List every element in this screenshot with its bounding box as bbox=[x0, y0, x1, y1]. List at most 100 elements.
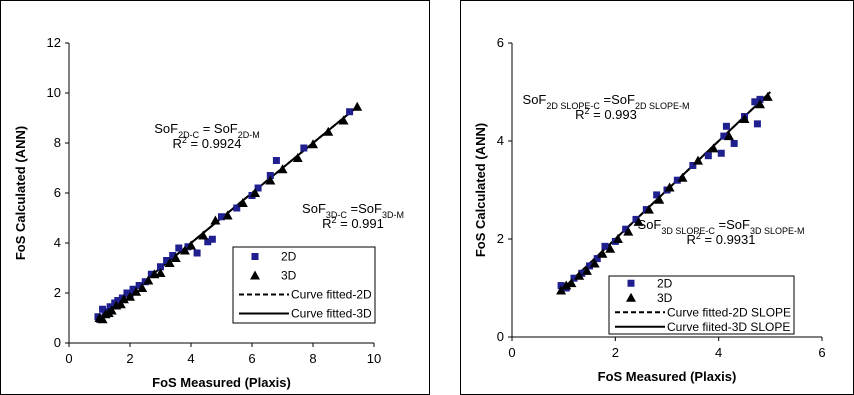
y-tick-label: 6 bbox=[497, 35, 504, 50]
data-point-3d bbox=[739, 113, 750, 123]
data-point-2d bbox=[689, 162, 697, 169]
data-point-2d bbox=[163, 257, 171, 264]
data-point-2d bbox=[673, 176, 681, 184]
data-point-3d bbox=[137, 283, 148, 292]
data-point-2d bbox=[129, 285, 137, 293]
y-tick-label: 0 bbox=[54, 335, 61, 350]
data-point-3d bbox=[566, 278, 577, 288]
data-point-3d bbox=[556, 285, 567, 295]
data-point-3d bbox=[597, 248, 608, 258]
data-point-2d bbox=[193, 249, 201, 257]
data-point-3d bbox=[97, 314, 108, 324]
data-point-3d bbox=[210, 215, 221, 225]
data-point-2d bbox=[753, 120, 761, 128]
data-point-2d bbox=[272, 157, 280, 164]
data-point-3d bbox=[237, 198, 248, 207]
chart-left-svg: 0 2 4 6 8 10 12 0 2 4 6 8 10 FoS Measured (Plaxis) FoS… bbox=[13, 35, 404, 390]
legend-box bbox=[608, 275, 795, 335]
data-point-2d bbox=[570, 274, 578, 282]
data-point-3d bbox=[708, 143, 719, 153]
data-point-3d bbox=[155, 268, 166, 277]
y-tick-label: 4 bbox=[54, 235, 61, 250]
data-point-3d bbox=[612, 234, 623, 243]
legend-marker-3d bbox=[626, 292, 636, 302]
x-tick-label: 4 bbox=[187, 351, 194, 366]
data-point-3d bbox=[115, 299, 126, 309]
data-point-3d bbox=[250, 188, 261, 197]
x-tick-label: 2 bbox=[126, 351, 133, 366]
y-tick-label: 4 bbox=[497, 133, 504, 148]
chart-right-svg: 0 2 4 6 0 2 4 6 FoS Measured (Plaxis) FoS Calcula… bbox=[473, 35, 826, 384]
data-point-2d bbox=[632, 215, 640, 223]
y-tick-label: 6 bbox=[54, 185, 61, 200]
data-point-3d bbox=[664, 182, 675, 192]
data-point-3d bbox=[561, 280, 572, 290]
data-point-3d bbox=[277, 164, 288, 174]
data-point-2d bbox=[704, 152, 712, 160]
data-point-3d bbox=[338, 115, 349, 125]
legend-marker-2d bbox=[627, 279, 635, 287]
data-point-2d bbox=[300, 144, 308, 152]
legend-label: Curve fiited-3D SLOPE bbox=[667, 320, 790, 334]
data-point-2d bbox=[653, 191, 661, 199]
y-tick-label: 2 bbox=[497, 231, 504, 246]
data-point-2d bbox=[346, 108, 354, 116]
chart-panel-left: 0 2 4 6 8 10 12 0 2 4 6 8 10 FoS Measured (Plaxis) FoS… bbox=[0, 0, 430, 395]
data-point-3d bbox=[623, 226, 634, 236]
data-point-2d bbox=[233, 204, 241, 212]
data-point-3d bbox=[118, 294, 129, 304]
legend-label: Curve fitted-2D bbox=[291, 288, 372, 302]
data-point-2d bbox=[586, 262, 593, 270]
data-point-3d bbox=[265, 175, 276, 185]
data-point-3d bbox=[762, 91, 773, 101]
data-point-2d bbox=[720, 132, 728, 140]
data-point-2d bbox=[169, 252, 177, 259]
data-point-2d bbox=[135, 282, 143, 289]
data-point-2d bbox=[157, 263, 164, 271]
data-point-3d bbox=[186, 240, 196, 250]
r-squared-annotation: R2 = 0.9924 bbox=[173, 135, 242, 151]
data-point-3d bbox=[755, 99, 765, 109]
data-point-2d bbox=[717, 149, 725, 157]
data-point-3d bbox=[106, 305, 117, 315]
equation-annotation: SoF3D SLOPE-C =SoF3D SLOPE-M bbox=[638, 217, 805, 236]
data-point-3d bbox=[292, 153, 303, 162]
data-point-2d bbox=[208, 235, 216, 243]
data-point-2d bbox=[254, 184, 262, 192]
equation-annotation: SoF2D-C = SoF2D-M bbox=[154, 121, 260, 140]
legend-label: 3D bbox=[657, 291, 673, 305]
data-point-2d bbox=[730, 139, 738, 147]
data-point-2d bbox=[204, 238, 212, 246]
legend-label: 2D bbox=[657, 276, 673, 290]
chart-panel-right: 0 2 4 6 0 2 4 6 FoS Measured (Plaxis) FoS Calcula… bbox=[460, 0, 854, 395]
x-tick-label: 2 bbox=[612, 345, 619, 360]
data-point-3d bbox=[308, 139, 318, 149]
data-point-3d bbox=[605, 243, 616, 253]
x-tick-label: 8 bbox=[309, 351, 316, 366]
legend-marker-3d bbox=[250, 270, 260, 280]
data-point-2d bbox=[578, 269, 586, 277]
data-point-3d bbox=[724, 131, 734, 141]
data-point-2d bbox=[622, 225, 630, 233]
data-point-3d bbox=[574, 270, 585, 280]
x-tick-label: 6 bbox=[818, 345, 825, 360]
y-tick-label: 10 bbox=[47, 85, 61, 100]
data-point-3d bbox=[581, 265, 592, 275]
data-point-2d bbox=[722, 122, 730, 130]
data-point-2d bbox=[601, 242, 609, 250]
data-point-2d bbox=[218, 213, 225, 221]
data-point-3d bbox=[222, 210, 233, 220]
data-point-3d bbox=[633, 216, 644, 226]
data-point-2d bbox=[114, 297, 122, 304]
data-point-2d bbox=[593, 255, 601, 263]
y-tick-label: 12 bbox=[47, 35, 61, 50]
data-point-3d bbox=[143, 275, 154, 285]
x-tick-label: 0 bbox=[508, 345, 515, 360]
x-tick-label: 0 bbox=[65, 351, 72, 366]
data-point-3d bbox=[179, 245, 190, 255]
r-squared-annotation: R2 = 0.9931 bbox=[687, 231, 756, 247]
data-point-3d bbox=[693, 155, 703, 165]
legend-label: Curve fitted-2D SLOPE bbox=[667, 305, 791, 319]
data-point-3d bbox=[589, 258, 600, 268]
legend-label: 3D bbox=[281, 269, 297, 283]
